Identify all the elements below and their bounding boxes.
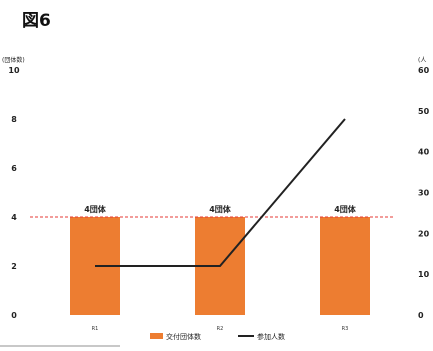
series-line: [95, 118, 346, 267]
legend: 交付団体数 参加人数: [150, 332, 285, 341]
left-axis-tick-label: 0: [11, 311, 17, 320]
x-axis: R1 R2 R3: [92, 326, 349, 332]
legend-swatch-bar: [150, 333, 163, 339]
left-axis-tick-label: 2: [11, 262, 17, 271]
x-tick-label: R2: [217, 326, 224, 332]
right-axis-tick-label: 20: [418, 229, 430, 238]
left-axis-tick-label: 10: [8, 66, 20, 75]
right-axis-tick-label: 10: [418, 270, 430, 279]
left-axis-unit-label: (団体数): [2, 56, 25, 64]
left-y-axis: (団体数) 0 2 4 6 8 10: [2, 56, 25, 320]
left-axis-tick-label: 8: [11, 115, 17, 124]
right-y-axis: (人 0 10 20 30 40 50 60: [418, 57, 430, 320]
horizontal-scrollbar[interactable]: [0, 345, 120, 347]
left-axis-tick-label: 6: [11, 164, 17, 173]
right-axis-unit-label: (人: [418, 57, 426, 64]
data-label: 4団体: [334, 204, 357, 214]
line-series: [95, 118, 346, 267]
data-label: 4団体: [84, 204, 107, 214]
x-tick-label: R3: [342, 326, 349, 332]
legend-label: 交付団体数: [166, 332, 201, 341]
data-labels: 4団体 4団体 4団体: [84, 204, 357, 214]
legend-label: 参加人数: [257, 332, 285, 341]
right-axis-tick-label: 30: [418, 189, 430, 198]
data-label: 4団体: [209, 204, 232, 214]
right-axis-tick-label: 0: [418, 311, 424, 320]
bar: [320, 217, 370, 315]
left-axis-tick-label: 4: [11, 213, 17, 222]
right-axis-tick-label: 60: [418, 66, 430, 75]
right-axis-tick-label: 50: [418, 107, 430, 116]
x-tick-label: R1: [92, 326, 99, 332]
right-axis-tick-label: 40: [418, 148, 430, 157]
figure-label: 図6: [22, 11, 51, 31]
